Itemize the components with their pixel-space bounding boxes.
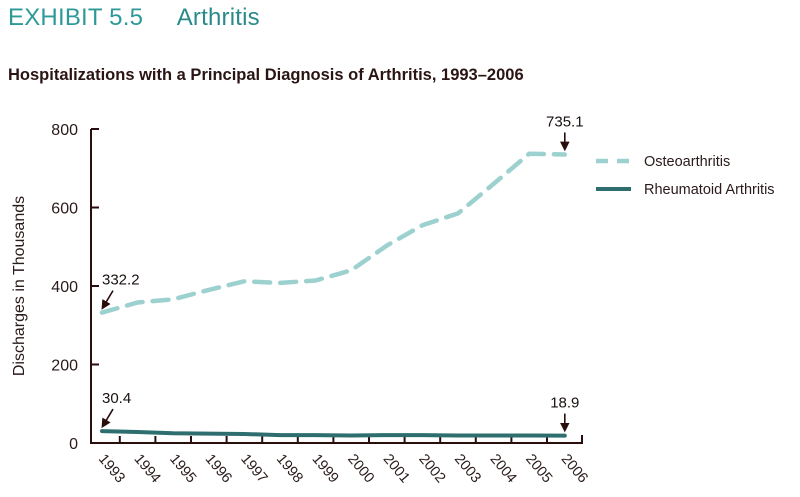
exhibit-number: EXHIBIT 5.5	[8, 4, 144, 31]
data-annotation: 735.1	[546, 113, 584, 130]
y-tick-label: 600	[51, 201, 78, 218]
data-annotation: 18.9	[550, 395, 579, 412]
y-tick-label: 400	[51, 279, 78, 296]
x-tick-label: 1993	[95, 451, 128, 486]
y-tick-label: 800	[51, 122, 78, 139]
x-tick-label: 1998	[273, 451, 306, 486]
x-tick-label: 1995	[166, 451, 199, 486]
y-tick-label: 0	[69, 436, 78, 453]
annotation-arrow-icon	[101, 290, 114, 310]
exhibit-topic: Arthritis	[176, 4, 260, 31]
osteoarthritis-line	[99, 151, 568, 315]
legend-label: Osteoarthritis	[644, 154, 730, 170]
x-tick-label: 2006	[558, 451, 591, 486]
data-annotation: 332.2	[102, 272, 140, 289]
rheumatoid-arthritis-line	[100, 429, 567, 438]
chart-annotations: 332.2 735.1 30.4 18.9	[101, 113, 584, 433]
data-annotation: 30.4	[102, 390, 131, 407]
x-tick-label: 2003	[451, 451, 484, 486]
x-tick-label: 2001	[380, 451, 413, 486]
legend-label: Rheumatoid Arthritis	[644, 182, 775, 198]
chart-subtitle: Hospitalizations with a Principal Diagno…	[8, 66, 524, 84]
x-tick-label: 2000	[344, 451, 377, 486]
exhibit-title: EXHIBIT 5.5 Arthritis	[8, 4, 260, 32]
x-tick-label: 2002	[415, 451, 448, 486]
x-tick-label: 1997	[237, 451, 270, 486]
annotation-arrow-icon	[101, 408, 114, 429]
x-tick-label: 1996	[202, 451, 235, 486]
y-tick-label: 200	[51, 358, 78, 375]
x-tick-label: 1999	[309, 451, 342, 486]
chart-legend: Osteoarthritis Rheumatoid Arthritis	[596, 154, 775, 198]
y-axis-label: Discharges in Thousands	[11, 196, 28, 376]
chart-series	[99, 151, 568, 438]
x-tick-label: 1994	[131, 451, 164, 486]
x-tick-label: 2005	[522, 451, 555, 486]
x-tick-label: 2004	[487, 451, 520, 486]
